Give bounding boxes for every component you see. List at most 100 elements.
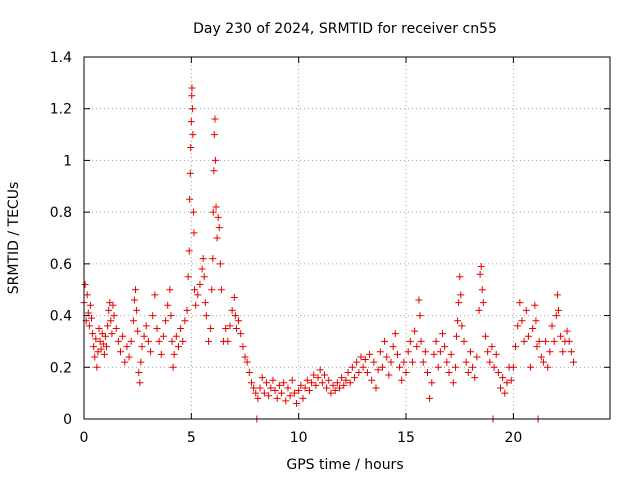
data-point [424, 368, 432, 376]
data-point [81, 281, 89, 289]
data-point [151, 291, 159, 299]
data-point [297, 381, 305, 389]
data-point [539, 358, 547, 366]
data-point [132, 286, 140, 294]
data-point [490, 363, 498, 371]
data-point [237, 330, 245, 338]
data-point [346, 379, 354, 387]
data-point [408, 358, 416, 366]
data-point [147, 348, 155, 356]
data-point [387, 358, 395, 366]
data-point [451, 363, 459, 371]
data-point [430, 350, 438, 358]
data-point [415, 296, 423, 304]
data-point [196, 281, 204, 289]
data-point [436, 348, 444, 356]
y-tick-label: 0.2 [50, 360, 72, 376]
data-point [133, 306, 141, 314]
data-point [91, 353, 99, 361]
data-point [123, 343, 131, 351]
data-point [169, 363, 177, 371]
data-point [370, 358, 378, 366]
data-point [190, 229, 198, 237]
data-point [398, 376, 406, 384]
data-point [449, 379, 457, 387]
data-point [544, 363, 552, 371]
data-point [376, 348, 384, 356]
data-point [327, 389, 335, 397]
data-point [232, 325, 240, 332]
data-point [464, 368, 472, 376]
data-point [149, 312, 157, 320]
data-point [267, 384, 275, 392]
data-point [353, 358, 361, 366]
y-tick-label: 0.6 [50, 257, 72, 273]
x-tick-label: 5 [187, 430, 196, 446]
data-point [372, 384, 380, 392]
data-point [167, 312, 175, 320]
data-point [462, 358, 470, 366]
y-tick-labels: 0 0.2 0.4 0.6 0.8 1 1.2 1.4 [50, 50, 72, 428]
data-point [552, 312, 560, 320]
data-point [497, 384, 505, 392]
data-point [378, 363, 386, 371]
data-point [136, 379, 144, 387]
data-point [411, 327, 419, 335]
data-point [188, 105, 196, 113]
data-point [393, 350, 401, 358]
data-point [479, 299, 487, 307]
data-point [475, 306, 483, 314]
data-point [522, 306, 530, 314]
data-point [243, 358, 251, 366]
data-point [391, 330, 399, 338]
data-point [348, 363, 356, 371]
data-point [109, 301, 117, 309]
axis-ticks [83, 56, 610, 420]
data-point [235, 317, 243, 325]
data-points [80, 84, 578, 423]
x-tick-label: 15 [397, 430, 415, 446]
data-point [355, 368, 363, 376]
data-point [186, 169, 194, 177]
data-point [189, 208, 197, 216]
data-point [200, 273, 208, 281]
data-point [278, 389, 286, 397]
data-point [471, 374, 479, 382]
data-point [185, 247, 193, 255]
data-point [295, 387, 303, 395]
data-point [537, 353, 545, 361]
y-tick-label: 0 [63, 412, 72, 428]
data-point [239, 343, 247, 351]
data-point [247, 379, 255, 387]
data-point [127, 337, 135, 345]
data-point [516, 299, 524, 307]
data-point [363, 368, 371, 376]
data-point [532, 317, 540, 325]
data-point [210, 131, 218, 139]
data-point [138, 343, 146, 351]
data-point [254, 394, 262, 402]
data-point [455, 299, 463, 307]
data-point [477, 262, 485, 270]
data-point [529, 325, 537, 332]
data-point [314, 374, 322, 382]
data-point [116, 348, 124, 356]
data-point [509, 363, 517, 371]
data-point [514, 322, 522, 330]
data-point [381, 337, 389, 345]
data-point [357, 353, 365, 361]
data-point [554, 306, 562, 314]
data-point [135, 368, 143, 376]
data-point [413, 343, 421, 351]
data-point [456, 273, 464, 281]
data-point [501, 389, 509, 397]
data-point [188, 92, 196, 100]
data-point [95, 325, 103, 332]
data-point [179, 337, 187, 345]
data-point [269, 376, 277, 384]
data-point [389, 343, 397, 351]
data-point [282, 397, 290, 405]
data-point [374, 366, 382, 374]
data-point [186, 195, 194, 203]
x-tick-labels: 0 5 10 15 20 [80, 430, 523, 446]
